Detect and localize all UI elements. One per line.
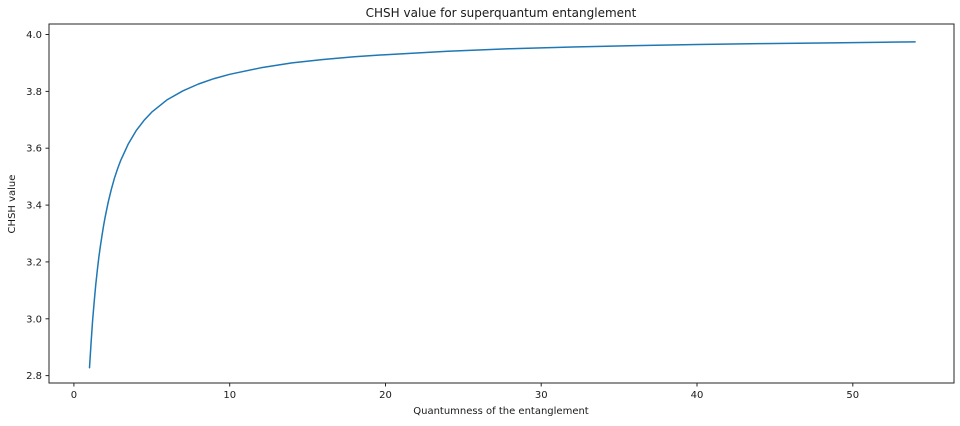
axes-spines: [48, 23, 955, 384]
x-tick-label: 30: [535, 390, 548, 401]
x-axis-label: Quantumness of the entanglement: [413, 406, 589, 417]
y-tick-label: 2.8: [26, 371, 42, 382]
x-tick-label: 0: [71, 390, 77, 401]
tick-layer: 0 10 20 30 40 50 2.8 3.0 3.2 3.4 3.6 3.8 4.0: [26, 30, 859, 401]
x-tick-label: 50: [846, 390, 859, 401]
y-tick-label: 3.8: [26, 87, 42, 98]
chart-title: CHSH value for superquantum entanglement: [366, 6, 637, 20]
chsh-curve: [88, 41, 916, 369]
y-tick-label: 3.0: [26, 314, 42, 325]
x-tick-label: 40: [691, 390, 704, 401]
y-tick-label: 4.0: [26, 30, 42, 41]
y-tick-label: 3.2: [26, 257, 42, 268]
x-tick-label: 10: [223, 390, 236, 401]
y-tick-label: 3.6: [26, 144, 42, 155]
plot-background: [49, 24, 954, 383]
y-tick-label: 3.4: [26, 201, 42, 212]
x-tick-label: 20: [379, 390, 392, 401]
curve-layer: [88, 41, 916, 369]
y-axis-label: CHSH value: [7, 175, 18, 234]
